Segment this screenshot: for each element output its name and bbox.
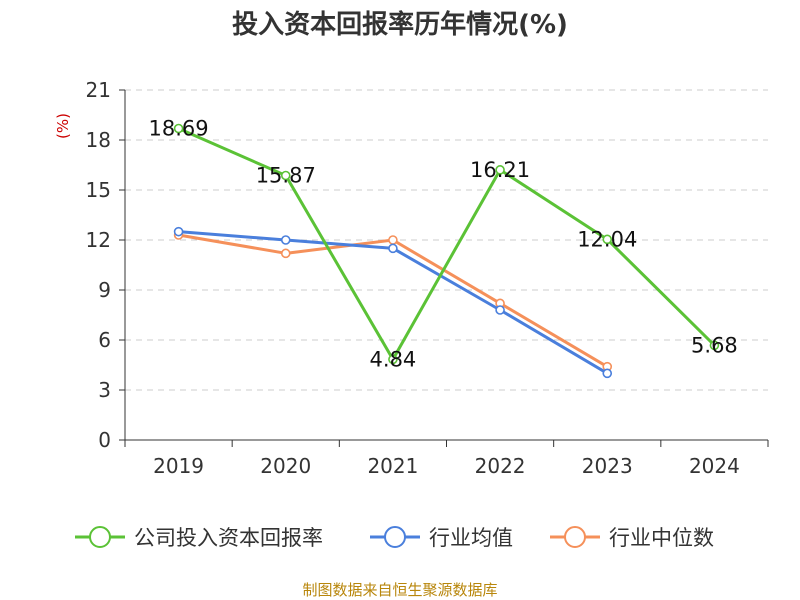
data-label: 12.04 [577, 227, 637, 251]
y-tick-label: 3 [98, 378, 111, 402]
legend-swatch-marker [384, 526, 406, 548]
legend: 公司投入资本回报率 行业均值 行业中位数 [75, 526, 714, 550]
data-label: 4.84 [370, 347, 417, 371]
data-point [709, 340, 720, 351]
y-tick-label: 6 [98, 328, 111, 352]
legend-label: 公司投入资本回报率 [134, 526, 323, 550]
y-tick-label: 15 [86, 178, 111, 202]
data-point [280, 248, 291, 259]
x-tick-label: 2021 [367, 454, 418, 478]
data-label: 15.87 [256, 164, 316, 188]
x-tick-label: 2023 [582, 454, 633, 478]
data-label: 16.21 [470, 158, 530, 182]
chart-title: 投入资本回报率历年情况(%) [232, 9, 568, 40]
data-point [602, 234, 613, 245]
data-point [495, 305, 505, 315]
y-tick-label: 12 [86, 228, 111, 252]
data-point [388, 235, 398, 245]
data-point [280, 170, 291, 181]
y-tick-label: 0 [98, 428, 111, 452]
legend-swatch-marker [89, 526, 111, 548]
series-2 [173, 230, 613, 372]
y-axis-unit-label: (%) [54, 113, 72, 139]
grid-lines [125, 89, 768, 391]
legend-item: 公司投入资本回报率 [75, 526, 323, 550]
y-tick-label: 18 [86, 128, 111, 152]
series-1 [173, 226, 613, 379]
x-tick-label: 2022 [475, 454, 526, 478]
data-labels: 18.69 15.87 4.84 16.21 12.04 5.68 [149, 117, 738, 372]
y-tick-label: 21 [86, 78, 111, 102]
data-point [602, 368, 613, 379]
legend-item: 行业均值 [370, 526, 513, 550]
legend-item: 行业中位数 [550, 526, 714, 550]
data-point [388, 243, 398, 254]
y-tick-label: 9 [98, 278, 111, 302]
axes: 0 3 6 9 12 15 18 21 2019 2020 2021 2022 2023 2024 [86, 78, 769, 478]
series-0 [173, 123, 720, 365]
x-tick-label: 2019 [153, 454, 204, 478]
legend-label: 行业均值 [429, 526, 513, 550]
data-label: 5.68 [691, 333, 738, 357]
data-point [495, 165, 505, 175]
x-tick-label: 2020 [260, 454, 311, 478]
series-layer [173, 123, 720, 379]
series-line [177, 127, 716, 361]
data-label: 18.69 [149, 117, 209, 141]
data-point [173, 226, 184, 237]
x-tick-label: 2024 [689, 454, 740, 478]
source-note: 制图数据来自恒生聚源数据库 [302, 581, 497, 599]
data-point [173, 123, 184, 134]
legend-swatch-marker [564, 526, 586, 548]
data-point [280, 235, 291, 245]
legend-label: 行业中位数 [609, 526, 714, 550]
data-point [388, 354, 398, 365]
